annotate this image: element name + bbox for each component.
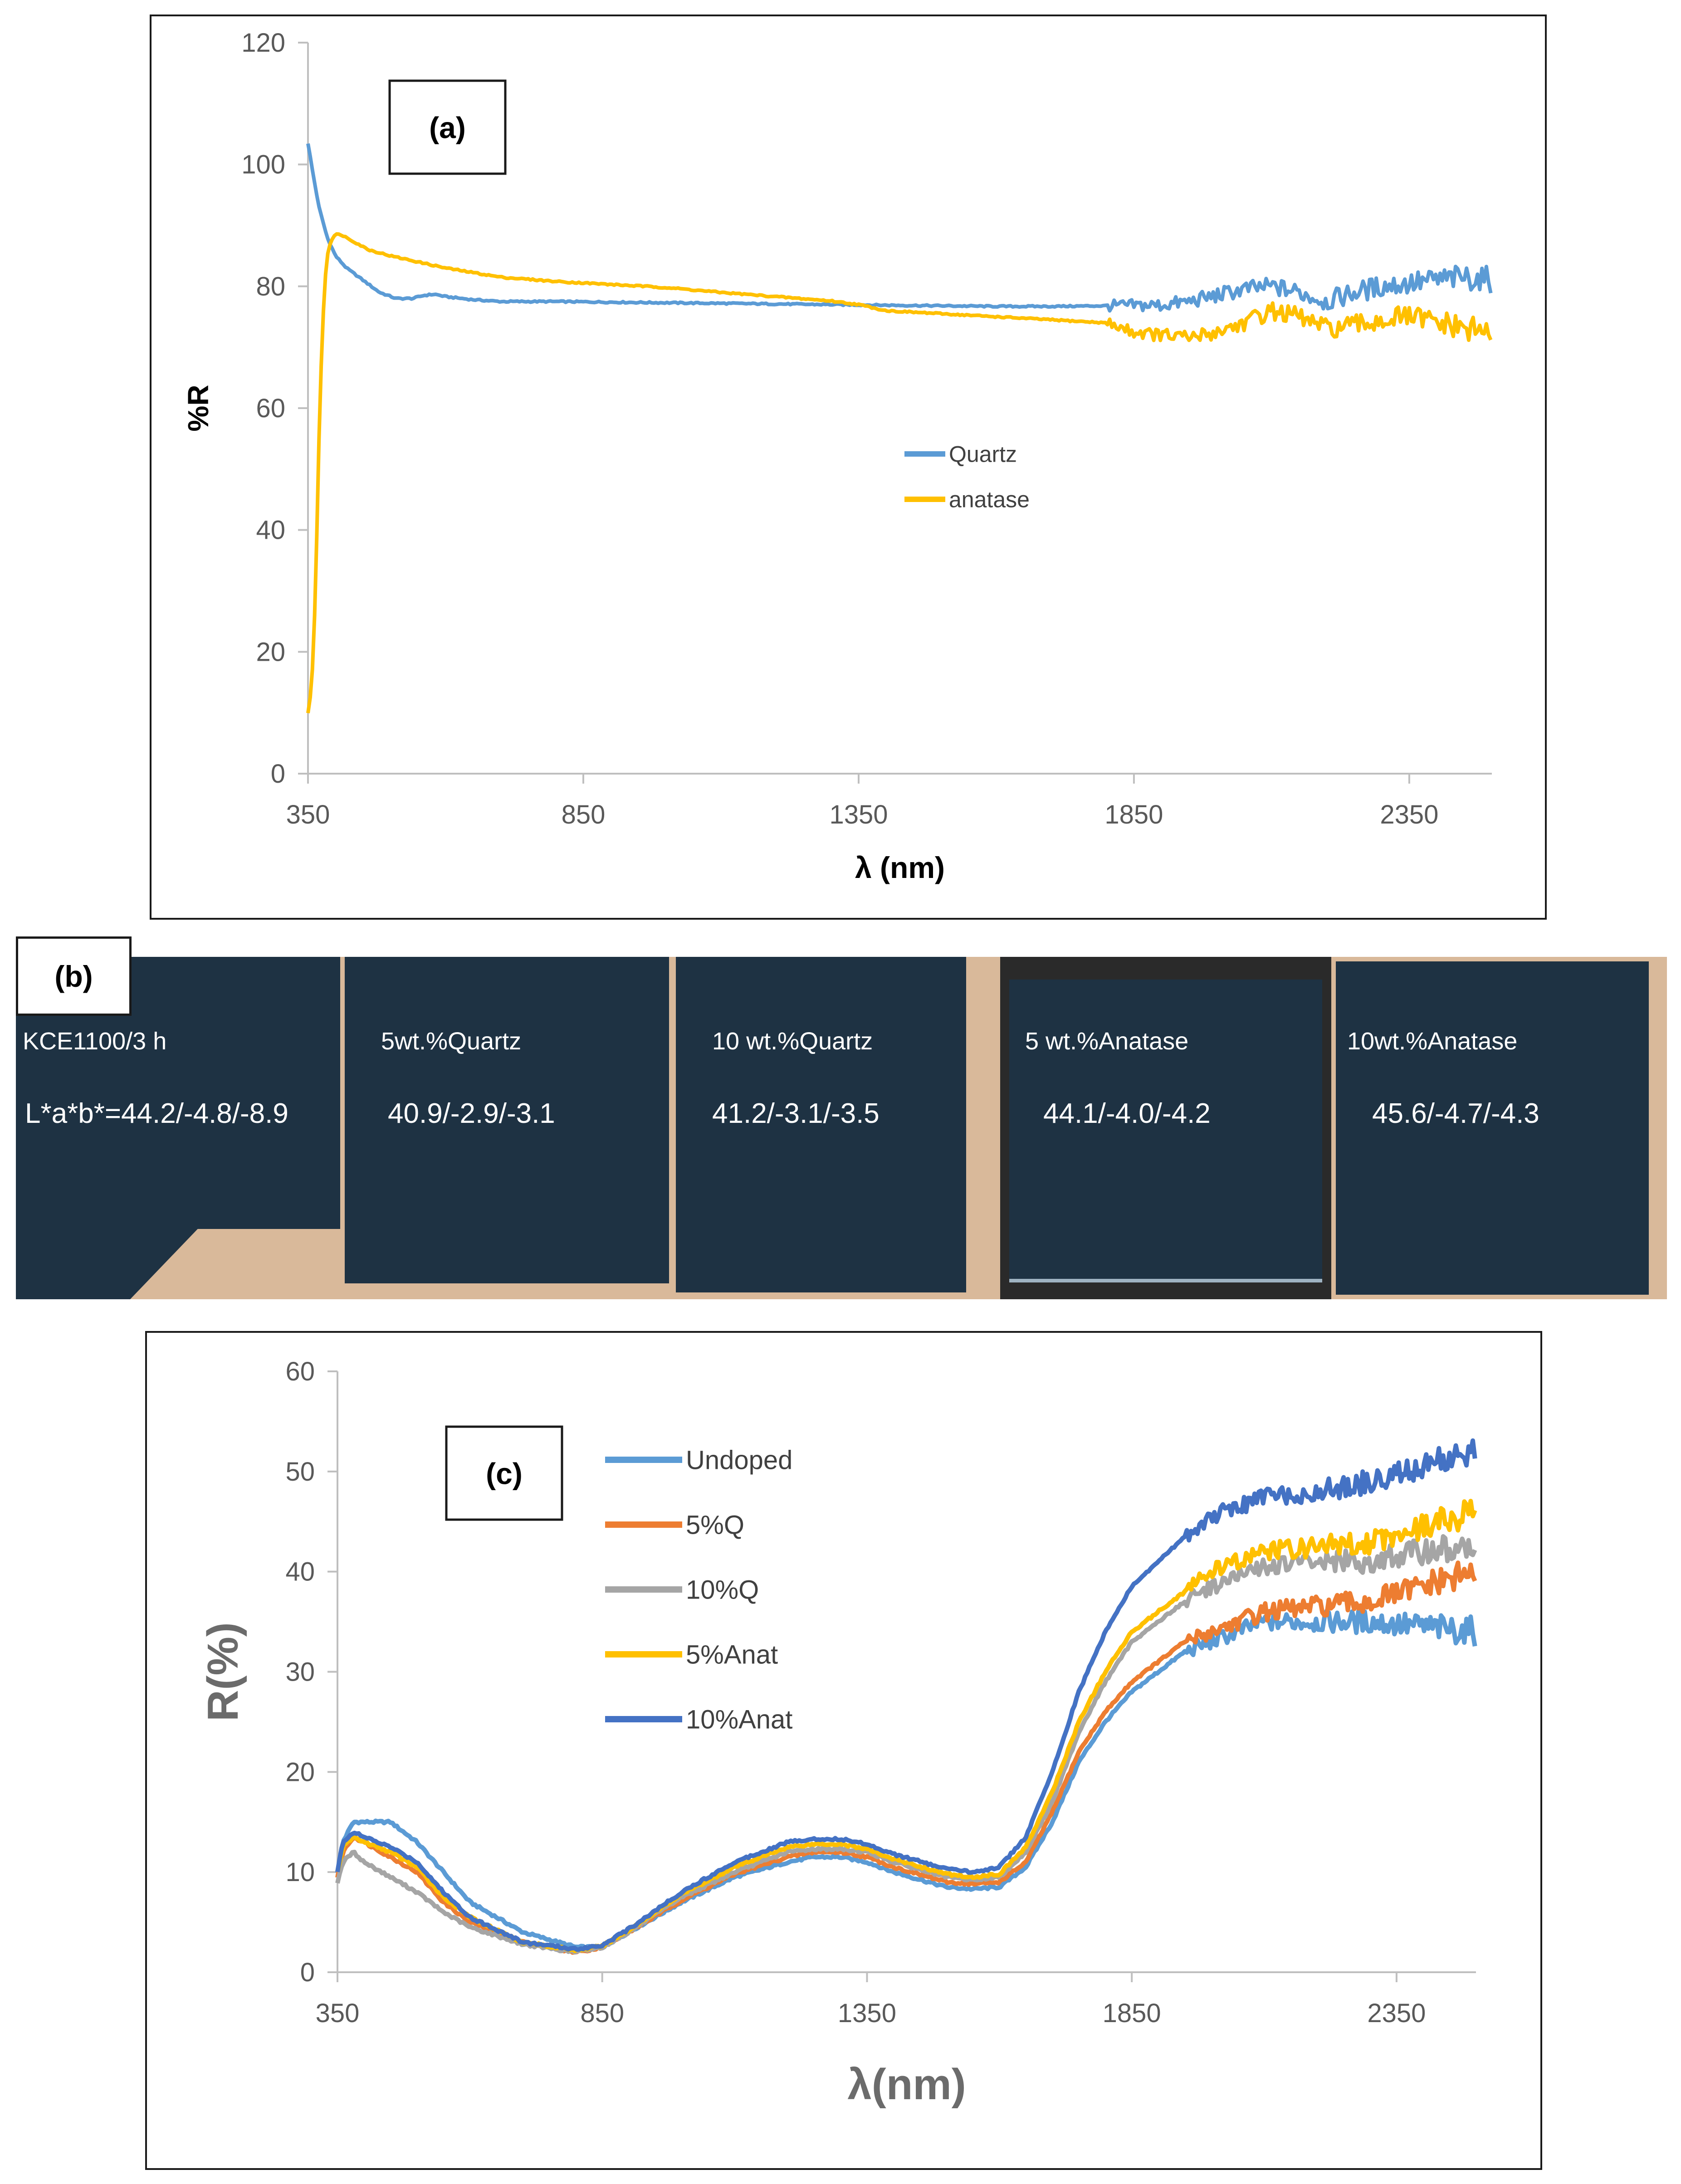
legend-label: Quartz (949, 442, 1017, 467)
tile-5wt-quartz: 5wt.%Quartz 40.9/-2.9/-3.1 (342, 957, 671, 1299)
x-tick-label: 1850 (1103, 1999, 1161, 2028)
tile-lab-values: 41.2/-3.1/-3.5 (712, 1098, 880, 1129)
tile-kce1100: KCE1100/3 h L*a*b*=44.2/-4.8/-8.9 (16, 957, 342, 1299)
tile-name: 5 wt.%Anatase (1025, 1028, 1189, 1055)
x-tick-label: 1350 (838, 1999, 896, 2028)
series-line-undoped (335, 1609, 1477, 1951)
chart-panel-a: 0 20 40 60 80 100 120 350 850 1350 1850 2350 λ (nm)%… (150, 15, 1547, 920)
tile-glaze (345, 957, 669, 1283)
tile-10wt-anatase: 10wt.%Anatase 45.6/-4.7/-4.3 (1331, 957, 1667, 1299)
y-tick-label: 40 (256, 516, 285, 545)
panel-label-text: (c) (486, 1457, 523, 1491)
panel-label-b: (b) (16, 936, 132, 1016)
y-tick-label: 120 (241, 28, 285, 58)
legend-label: 5%Q (686, 1510, 744, 1540)
y-tick-label: 100 (241, 150, 285, 180)
x-tick-label: 2350 (1367, 1999, 1426, 2028)
panel-label-box (445, 1425, 563, 1521)
x-axis-title: λ(nm) (847, 2060, 966, 2109)
series-line-quartz (306, 143, 1493, 313)
y-tick-label: 10 (285, 1857, 315, 1887)
legend-label: Undoped (686, 1445, 792, 1475)
y-tick-label: 0 (271, 759, 285, 789)
chart-c-svg: 0 10 20 30 40 50 60 350 850 1350 1850 2350 λ(nm) R(%)… (199, 1357, 1477, 2109)
tile-lab-values: 44.1/-4.0/-4.2 (1043, 1098, 1211, 1129)
panel-label-b-text: (b) (54, 959, 93, 993)
tile-glaze-edge (16, 1220, 206, 1299)
y-tick-label: 60 (256, 394, 285, 423)
y-tick-label: 0 (300, 1958, 315, 1987)
x-tick-label: 850 (580, 1999, 624, 2028)
x-tick-label: 2350 (1380, 800, 1438, 829)
tile-lab-values: L*a*b*=44.2/-4.8/-8.9 (25, 1098, 288, 1129)
y-tick-label: 60 (285, 1357, 315, 1386)
chart-panel-c: 0 10 20 30 40 50 60 350 850 1350 1850 2350 λ(nm) R(%)… (145, 1331, 1542, 2170)
y-axis-title: R(%) (199, 1622, 247, 1721)
x-axis-title: λ (nm) (855, 851, 945, 884)
x-tick-label: 350 (316, 1999, 360, 2028)
tile-glaze (1336, 961, 1649, 1295)
panel-label-text: (a) (429, 111, 466, 145)
y-tick-label: 40 (285, 1557, 315, 1587)
tile-lab-values: 40.9/-2.9/-3.1 (388, 1098, 555, 1129)
y-tick-label: 80 (256, 272, 285, 301)
x-tick-label: 850 (562, 800, 606, 829)
x-tick-label: 1350 (829, 800, 888, 829)
legend-label: 5%Anat (686, 1640, 778, 1669)
tile-name: 10wt.%Anatase (1347, 1028, 1518, 1055)
tile-name: 10 wt.%Quartz (712, 1028, 873, 1055)
tile-glaze (676, 957, 966, 1292)
series-line-anatase (306, 232, 1493, 713)
x-tick-label: 350 (286, 800, 330, 829)
legend-label: 10%Anat (686, 1705, 792, 1734)
tile-glaze (1009, 980, 1322, 1282)
y-axis-title: %R (182, 385, 215, 431)
y-tick-label: 50 (285, 1457, 315, 1487)
series-line-10-anat (335, 1438, 1477, 1952)
tile-name: KCE1100/3 h (23, 1028, 167, 1055)
tile-photo-panel-b: KCE1100/3 h L*a*b*=44.2/-4.8/-8.9 5wt.%Q… (16, 936, 1667, 1299)
legend-label: anatase (949, 487, 1030, 512)
series-line-5-q (335, 1560, 1477, 1955)
tile-10wt-quartz: 10 wt.%Quartz 41.2/-3.1/-3.5 (671, 957, 1000, 1299)
tile-lab-values: 45.6/-4.7/-4.3 (1372, 1098, 1539, 1129)
legend-label: 10%Q (686, 1575, 759, 1604)
y-tick-label: 20 (285, 1757, 315, 1787)
tile-5wt-anatase: 5 wt.%Anatase 44.1/-4.0/-4.2 (1000, 957, 1331, 1299)
chart-a-svg: 0 20 40 60 80 100 120 350 850 1350 1850 2350 λ (nm)%… (182, 28, 1493, 884)
x-tick-label: 1850 (1104, 800, 1163, 829)
panel-label-box (388, 79, 507, 175)
y-tick-label: 20 (256, 637, 285, 667)
series-line-5-anat (335, 1499, 1477, 1953)
tile-name: 5wt.%Quartz (381, 1028, 522, 1055)
y-tick-label: 30 (285, 1658, 315, 1687)
